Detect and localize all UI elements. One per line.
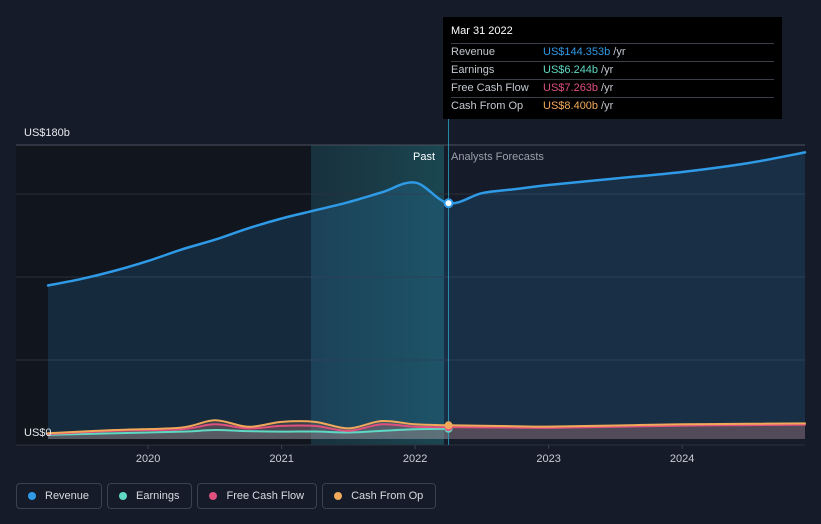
- y-axis-min-label: US$0: [24, 427, 52, 439]
- tooltip-row-earnings: Earnings US$6.244b /yr: [451, 61, 774, 79]
- x-tick-label: 2023: [536, 453, 560, 465]
- line-free-cash-flow: [47, 423, 806, 436]
- legend-dot-icon: [209, 492, 218, 500]
- tooltip-row-cash-from-op: Cash From Op US$8.400b /yr: [451, 97, 774, 115]
- marker-revenue: [443, 198, 454, 209]
- tooltip-row-free-cash-flow: Free Cash Flow US$7.263b /yr: [451, 79, 774, 97]
- line-earnings: [47, 427, 450, 436]
- legend-label: Free Cash Flow: [226, 490, 305, 502]
- tooltip-series-value: US$6.244b: [543, 64, 599, 76]
- tooltip-series-unit: /yr: [601, 64, 614, 76]
- area-revenue: [48, 152, 805, 439]
- line-cash-from-op: [47, 419, 806, 435]
- legend-dot-icon: [119, 492, 128, 500]
- chart-legend: Revenue Earnings Free Cash Flow Cash Fro…: [16, 483, 437, 509]
- hover-markers: [443, 198, 454, 433]
- tooltip-series-name: Free Cash Flow: [451, 82, 529, 94]
- grid-lines: [16, 144, 805, 446]
- legend-item-revenue[interactable]: Revenue: [16, 483, 103, 509]
- tooltip-series-unit: /yr: [601, 82, 614, 94]
- marker-cash-from-op: [444, 421, 453, 430]
- x-axis-ticks: 2020 2021 2022 2023 2024: [136, 445, 694, 465]
- tooltip-series-name: Earnings: [451, 64, 495, 76]
- tooltip-series-unit: /yr: [601, 100, 614, 112]
- past-highlight-band: [311, 145, 444, 445]
- x-tick-label: 2022: [403, 453, 427, 465]
- legend-label: Revenue: [45, 490, 90, 502]
- x-tick-label: 2024: [670, 453, 694, 465]
- line-revenue: [46, 151, 807, 287]
- area-earnings: [48, 428, 449, 439]
- legend-item-cash-from-op[interactable]: Cash From Op: [322, 483, 437, 509]
- y-axis-max-label: US$180b: [24, 127, 70, 139]
- tooltip-series-unit: /yr: [613, 46, 626, 58]
- tooltip-row-revenue: Revenue US$144.353b /yr: [451, 43, 774, 61]
- past-region-label: Past: [413, 151, 435, 163]
- legend-label: Cash From Op: [351, 490, 424, 502]
- legend-dot-icon: [334, 492, 343, 500]
- legend-item-free-cash-flow[interactable]: Free Cash Flow: [197, 483, 318, 509]
- tooltip-series-name: Cash From Op: [451, 100, 524, 112]
- legend-label: Earnings: [136, 490, 180, 502]
- tooltip-series-value: US$7.263b: [543, 82, 599, 94]
- series-lines: [46, 151, 807, 436]
- tooltip-series-value: US$8.400b: [543, 100, 599, 112]
- history-background: [16, 145, 311, 445]
- forecast-region-label: Analysts Forecasts: [451, 151, 544, 163]
- x-tick-label: 2021: [269, 453, 293, 465]
- hover-tooltip: Mar 31 2022 Revenue US$144.353b /yr Earn…: [443, 17, 782, 119]
- x-tick-label: 2020: [136, 453, 160, 465]
- legend-item-earnings[interactable]: Earnings: [107, 483, 193, 509]
- tooltip-series-name: Revenue: [451, 46, 496, 58]
- legend-dot-icon: [28, 492, 36, 500]
- tooltip-series-value: US$144.353b: [543, 46, 611, 58]
- tooltip-date: Mar 31 2022: [451, 25, 513, 37]
